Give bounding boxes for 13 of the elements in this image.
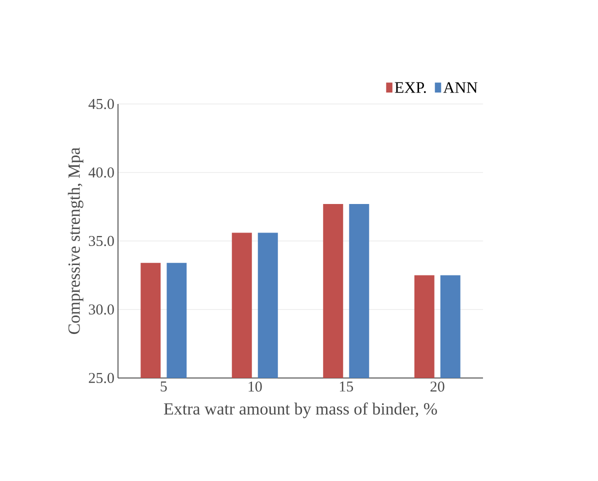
y-tick-label: 35.0 bbox=[88, 236, 114, 246]
y-tick-label: 25.0 bbox=[88, 372, 114, 384]
x-tick-label: 10 bbox=[248, 382, 262, 392]
y-tick-label: 40.0 bbox=[88, 167, 114, 178]
legend-label: EXP. bbox=[394, 82, 426, 93]
x-tick-label: 15 bbox=[340, 382, 354, 392]
legend-label: ANN bbox=[443, 82, 478, 93]
x-tick-label: 20 bbox=[430, 382, 444, 392]
y-tick-label: 45.0 bbox=[88, 98, 114, 110]
y-tick-label: 30.0 bbox=[88, 304, 114, 315]
x-tick-label: 5 bbox=[160, 382, 167, 392]
x-axis-title: Extra watr amount by mass of binder, % bbox=[164, 402, 437, 418]
y-axis-title: Compressive strength, Mpa bbox=[68, 148, 84, 334]
